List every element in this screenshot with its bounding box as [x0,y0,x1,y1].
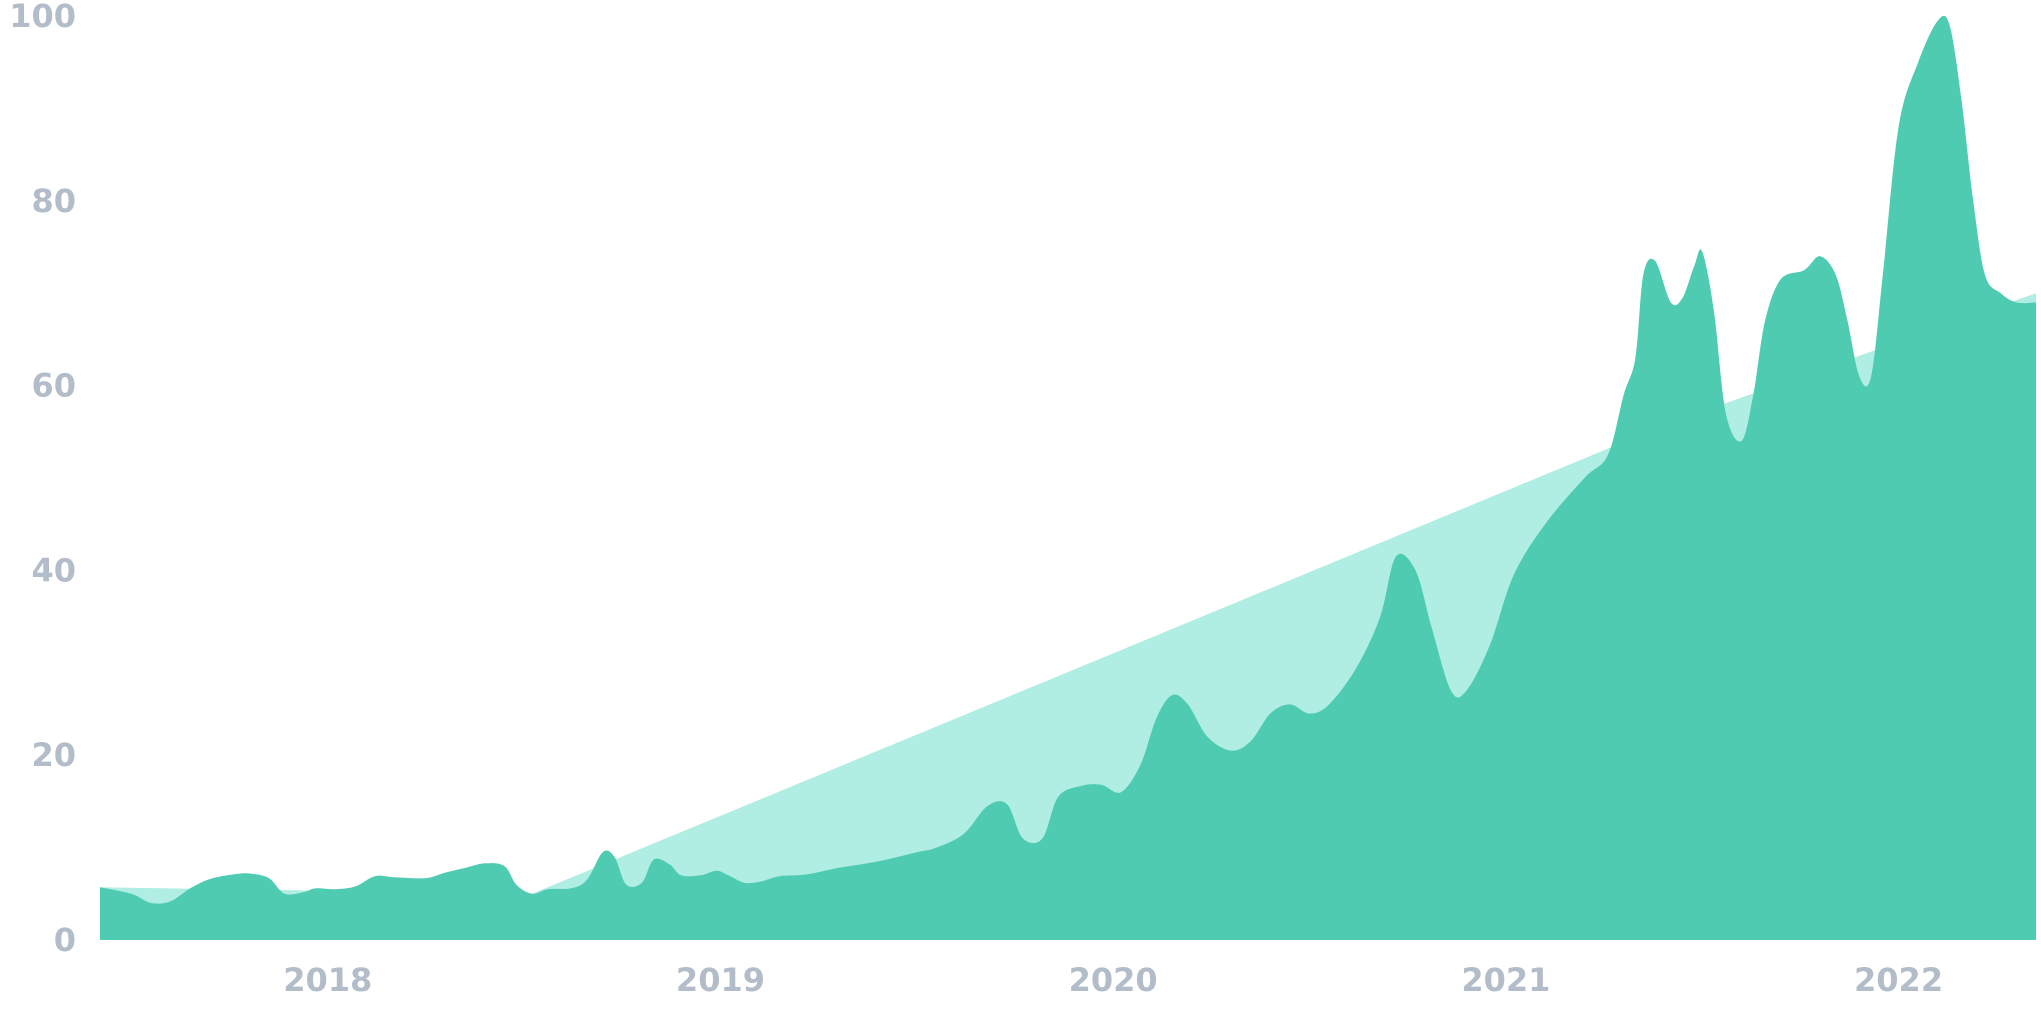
y-tick-label: 100 [9,0,76,35]
y-tick-label: 0 [54,921,76,959]
x-tick-label: 2021 [1461,961,1550,999]
series-layer [100,15,2036,941]
x-tick-label: 2019 [676,961,765,999]
series-area-main [100,15,2036,941]
y-tick-label: 20 [31,736,76,774]
y-tick-label: 60 [31,367,76,405]
x-tick-label: 2022 [1854,961,1943,999]
x-tick-label: 2018 [283,961,372,999]
x-axis: 2018 2019 2020 2021 2022 [283,961,1943,999]
y-axis: 0 20 40 60 80 100 [9,0,76,959]
y-tick-label: 40 [31,551,76,589]
y-tick-label: 80 [31,182,76,220]
x-tick-label: 2020 [1069,961,1158,999]
